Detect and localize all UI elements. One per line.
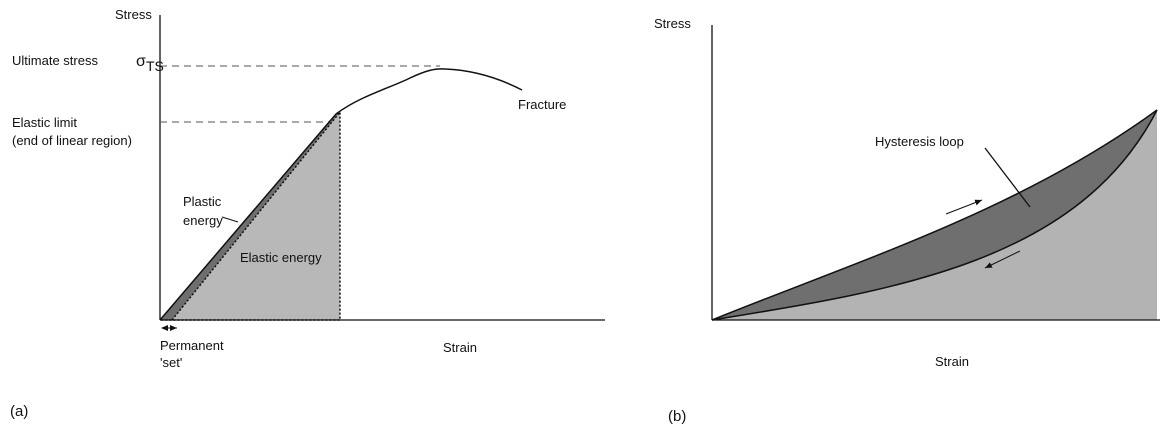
label: (a) [10, 403, 28, 420]
label: Fracture [518, 97, 566, 112]
label: Elastic energy [240, 250, 322, 265]
label: (end of linear region) [12, 133, 132, 148]
under-area [712, 110, 1157, 320]
label: Hysteresis loop [875, 134, 964, 149]
panel-a: Stress Ultimate stress σ TS Elastic limi… [10, 7, 605, 420]
stress-strain-curve [159, 68, 523, 321]
label: Stress [654, 16, 691, 31]
label: Strain [443, 340, 477, 355]
unload-line [160, 109, 341, 321]
label: Ultimate stress [12, 53, 98, 68]
label: Permanent [160, 338, 224, 353]
leader [984, 147, 1031, 208]
label: 'set' [160, 355, 182, 370]
loading-curve [711, 109, 1158, 321]
panel-b: Stress Hysteresis loop Strain (b) [654, 16, 1160, 425]
label: Stress [115, 7, 152, 22]
label: Strain [935, 354, 969, 369]
label: Elastic limit [12, 115, 77, 130]
label: Plastic [183, 194, 222, 209]
label: energy [183, 213, 223, 228]
unloading-curve [711, 109, 1158, 321]
label: TS [146, 58, 164, 74]
leader [221, 216, 239, 223]
label: (b) [668, 408, 686, 425]
arrow [984, 250, 1021, 269]
arrow [945, 199, 983, 215]
label: σ [136, 53, 146, 70]
